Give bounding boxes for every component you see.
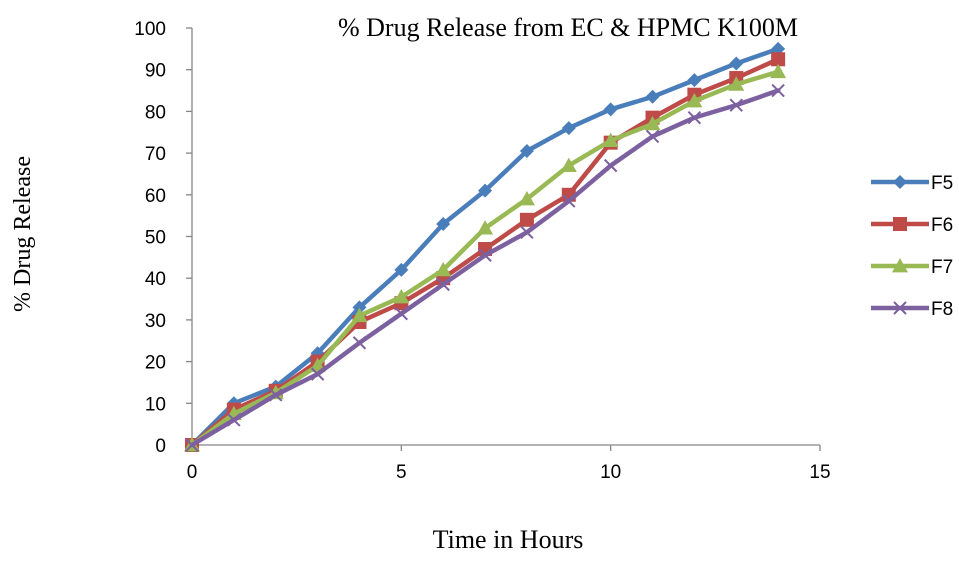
- legend-item-f8: F8: [871, 299, 953, 320]
- data-point-f8: [436, 277, 450, 292]
- legend-item-f7: F7: [871, 257, 953, 278]
- x-tick-label: 10: [600, 462, 621, 483]
- y-tick-label: 10: [145, 394, 166, 415]
- x-axis-label: Time in Hours: [433, 525, 584, 554]
- data-point-f7: [351, 307, 368, 323]
- data-point-f7: [518, 190, 535, 206]
- data-point-f8: [185, 438, 199, 452]
- legend-label-f6: F6: [931, 215, 953, 236]
- legend-marker-f5: [893, 175, 907, 189]
- y-tick-label: 80: [145, 102, 166, 123]
- legend-label-f5: F5: [931, 173, 953, 194]
- data-point-f5: [645, 89, 660, 104]
- legend-marker-f7: [892, 258, 908, 273]
- data-point-f7: [728, 76, 745, 91]
- data-point-f5: [394, 262, 409, 277]
- data-point-f8: [269, 388, 283, 402]
- data-point-f8: [645, 129, 660, 144]
- data-point-f5: [687, 73, 702, 88]
- legend-item-f5: F5: [871, 173, 953, 194]
- x-tick-label: 15: [809, 462, 830, 483]
- data-point-f6: [519, 212, 534, 227]
- y-tick-label: 0: [155, 436, 166, 457]
- data-point-f7: [644, 115, 661, 131]
- data-point-f8: [687, 110, 702, 125]
- data-point-f8: [729, 98, 743, 112]
- data-point-f7: [435, 261, 452, 277]
- data-point-f7: [602, 132, 619, 147]
- legend-marker-f8: [893, 301, 907, 315]
- y-tick-label: 40: [145, 269, 166, 290]
- series-f8: [185, 83, 785, 452]
- data-point-f8: [310, 367, 325, 381]
- data-point-f8: [520, 225, 534, 240]
- legend-label-f8: F8: [931, 299, 953, 320]
- data-point-f7: [686, 92, 703, 108]
- data-point-f5: [729, 56, 744, 71]
- data-point-f7: [477, 220, 494, 235]
- data-point-f8: [603, 158, 618, 173]
- legend: F5 F6 F7 F8: [871, 173, 953, 320]
- data-point-f5: [436, 216, 451, 231]
- data-point-f6: [771, 52, 786, 67]
- data-point-f7: [560, 157, 577, 173]
- y-tick-label: 50: [145, 228, 166, 249]
- y-tick-label: 30: [145, 311, 166, 332]
- legend-marker-f6: [893, 217, 907, 231]
- y-tick-label: 20: [145, 353, 166, 374]
- data-point-f8: [478, 248, 492, 262]
- data-point-f8: [562, 194, 576, 208]
- plot-area: [184, 41, 787, 452]
- y-axis-label: % Drug Release: [10, 156, 36, 312]
- y-tick-label: 90: [145, 61, 166, 82]
- axes: 0 10 20 30 40 50 60 70 80 90 100 0 5 10 15: [134, 19, 830, 483]
- data-point-f8: [771, 83, 785, 98]
- legend-label-f7: F7: [931, 257, 953, 278]
- y-tick-label: 60: [145, 186, 166, 207]
- chart-title: % Drug Release from EC & HPMC K100M: [338, 13, 798, 42]
- data-point-f8: [394, 306, 409, 321]
- y-tick-label: 100: [134, 19, 166, 40]
- legend-item-f6: F6: [871, 215, 953, 236]
- data-point-f8: [227, 413, 241, 427]
- data-point-f5: [561, 121, 576, 136]
- x-tick-label: 0: [187, 462, 198, 483]
- data-point-f5: [478, 183, 493, 198]
- data-point-f5: [603, 102, 618, 117]
- series-line-f7: [189, 69, 781, 448]
- data-point-f5: [519, 144, 534, 159]
- x-tick-label: 5: [396, 462, 407, 483]
- y-tick-label: 70: [145, 144, 166, 165]
- data-point-f7: [393, 288, 410, 304]
- data-point-f7: [770, 63, 787, 79]
- data-point-f8: [352, 336, 367, 350]
- data-point-f5: [352, 300, 367, 315]
